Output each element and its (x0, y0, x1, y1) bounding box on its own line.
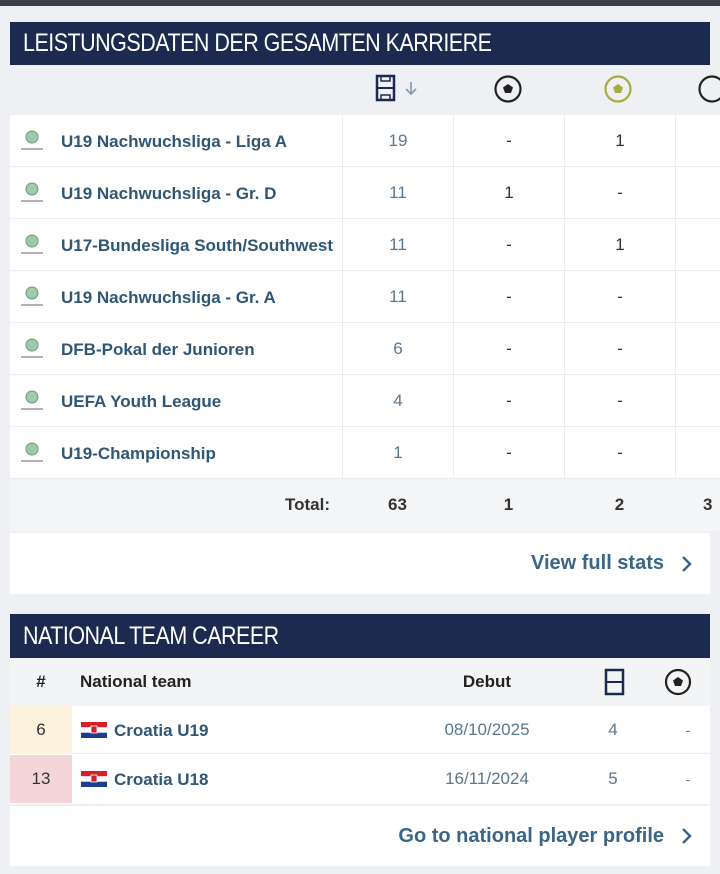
stats-table: U19 Nachwuchsliga - Liga A 19-1 U19 Nachwu… (10, 115, 720, 531)
competition-logo (21, 390, 43, 410)
competition-name[interactable]: U19 Nachwuchsliga - Gr. A (61, 287, 276, 307)
team-name[interactable]: Croatia U18 (114, 769, 209, 789)
apps-icon (375, 74, 417, 102)
stat-cell: - (564, 427, 675, 479)
stat-cell: 11 (342, 219, 453, 271)
national-row: 13 Croatia U18 16/11/2024 5 - (10, 755, 710, 803)
total-label: Total: (284, 495, 330, 514)
competition-name[interactable]: U19 Nachwuchsliga - Liga A (61, 131, 288, 151)
stat-cell: 5 (608, 769, 618, 788)
total-cell: 3 (703, 495, 713, 514)
stat-cell: - (453, 271, 564, 323)
header-icons (375, 74, 720, 103)
stats-row: U17-Bundesliga South/Southwest 11-1 (10, 219, 720, 271)
stat-cell: - (685, 771, 691, 787)
stat-cell: - (453, 219, 564, 271)
total-row: Total: 63 1 2 3 (10, 479, 720, 531)
competition-logo (21, 234, 43, 254)
stat-cell: - (685, 722, 691, 738)
competition-logo (21, 182, 43, 202)
col-header: National team (80, 672, 192, 691)
total-cell: 1 (503, 495, 514, 514)
competition-name[interactable]: U17-Bundesliga South/Southwest (61, 235, 334, 255)
section-title: NATIONAL TEAM CAREER (23, 621, 279, 650)
competition-logo (21, 286, 43, 306)
stats-row: DFB-Pokal der Junioren 6- - (10, 323, 720, 375)
stats-row: U19 Nachwuchsliga - Gr. D 11 1- (10, 167, 720, 219)
view-stats-link[interactable]: View full stats (530, 552, 664, 574)
stat-cell: - (453, 115, 564, 167)
national-header-row: # National team Debut (10, 658, 710, 706)
section-title: LEISTUNGSDATEN DER GESAMTEN KARRIERE (23, 29, 492, 57)
stat-cell: - (564, 323, 675, 375)
col-header: # (36, 672, 46, 691)
stat-cell: 1 (564, 219, 675, 271)
col-header: Debut (462, 672, 512, 691)
flag (81, 722, 107, 738)
stat-cell (675, 271, 720, 323)
stat-cell (675, 115, 720, 167)
total-cell: 2 (614, 495, 625, 514)
competition-name[interactable]: U19 Nachwuchsliga - Gr. D (61, 183, 277, 203)
stat-cell: 4 (342, 375, 453, 427)
stat-cell: 4 (608, 720, 618, 739)
assists-icon (604, 75, 632, 103)
national-table: 6 Croatia U19 08/10/2025 4 - 13 Croatia U18 16/… (10, 706, 710, 804)
total-cell: 63 (388, 495, 407, 514)
stat-cell (675, 167, 720, 219)
stat-cell: - (453, 323, 564, 375)
competition-logo (21, 338, 43, 358)
stat-cell: - (564, 271, 675, 323)
national-row: 6 Croatia U19 08/10/2025 4 - (10, 706, 710, 754)
competition-name[interactable]: U19-Championship (61, 443, 216, 463)
stat-cell: 6 (342, 323, 453, 375)
stats-row: U19 Nachwuchsliga - Gr. A 11- - (10, 271, 720, 323)
team-name[interactable]: Croatia U19 (114, 720, 209, 740)
national-profile-link[interactable]: Go to national player profile (398, 824, 664, 847)
stats-row: UEFA Youth League 4- - (10, 375, 720, 427)
competition-logo (21, 442, 43, 462)
stat-cell: 19 (342, 115, 453, 167)
stat-cell (675, 323, 720, 375)
stat-cell: - (453, 427, 564, 479)
stat-cell (675, 427, 720, 479)
competition-name[interactable]: DFB-Pokal der Junioren (61, 339, 255, 359)
section-header: NATIONAL TEAM CAREER (10, 614, 710, 658)
debut-date: 08/10/2025 (444, 720, 530, 739)
stat-cell: - (564, 375, 675, 427)
header-icons (604, 668, 692, 696)
link-box: View full stats (10, 533, 710, 594)
debut-date: 16/11/2024 (445, 769, 529, 788)
stat-cell: 1 (564, 115, 675, 167)
chevron (682, 828, 692, 844)
section-header: LEISTUNGSDATEN DER GESAMTEN KARRIERE (10, 22, 710, 65)
chevron (682, 556, 692, 572)
stat-cell (675, 375, 720, 427)
stat-cell: 11 (342, 271, 453, 323)
stat-cell: 1 (342, 427, 453, 479)
competition-logo (21, 130, 43, 150)
stats-row: U19 Nachwuchsliga - Liga A 19-1 (10, 115, 720, 167)
stat-cell: - (564, 167, 675, 219)
stat-cell: - (453, 375, 564, 427)
shirt-number: 13 (10, 755, 72, 803)
stats-row: U19-Championship 1- - (10, 427, 720, 479)
shirt-number: 6 (10, 706, 72, 754)
stat-cell (675, 219, 720, 271)
cards-icon (698, 75, 720, 103)
flag (81, 771, 107, 787)
goals-icon (494, 75, 522, 103)
competition-name[interactable]: UEFA Youth League (61, 391, 222, 411)
link-box: Go to national player profile (10, 806, 710, 866)
image-strip (0, 0, 720, 6)
stats-header-row (10, 65, 720, 113)
stat-cell: 11 (342, 167, 453, 219)
stat-cell: 1 (453, 167, 564, 219)
